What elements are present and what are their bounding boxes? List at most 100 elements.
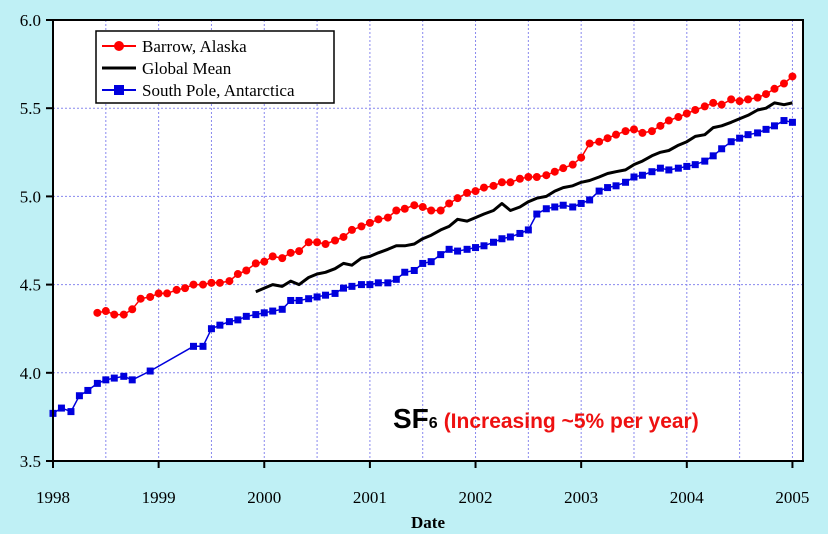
data-point [225, 277, 234, 286]
data-point [709, 152, 717, 160]
data-point [374, 279, 382, 287]
plot-frame [52, 19, 804, 462]
data-point [136, 294, 145, 303]
x-axis-label: Date [411, 513, 445, 532]
data-point [524, 226, 532, 234]
data-point [595, 187, 603, 195]
data-point [101, 307, 110, 316]
data-point [181, 284, 190, 293]
data-point [762, 90, 771, 99]
legend-label: South Pole, Antarctica [142, 81, 295, 100]
legend-label: Barrow, Alaska [142, 37, 247, 56]
data-point [163, 289, 172, 298]
data-point [331, 236, 340, 245]
data-point [736, 134, 744, 142]
data-point [189, 342, 197, 350]
data-point [479, 183, 488, 192]
data-point [515, 174, 524, 183]
data-point [727, 95, 736, 104]
data-point [146, 292, 155, 301]
data-point [339, 284, 347, 292]
data-point [57, 404, 65, 412]
data-point [559, 164, 568, 173]
data-point [321, 240, 330, 249]
y-tick-label: 4.0 [20, 364, 41, 383]
data-point [392, 275, 400, 283]
data-point [648, 168, 656, 176]
data-point [269, 307, 277, 315]
data-point [102, 376, 110, 384]
data-point [480, 242, 488, 250]
data-point [418, 202, 427, 211]
data-point [410, 201, 419, 210]
data-point [242, 312, 250, 320]
data-point [251, 259, 260, 268]
axes: 1998 1999 2000 2001 2002 2003 2004 2005 3.5 4.0 4.… [20, 11, 810, 507]
data-point [788, 72, 797, 81]
data-point [664, 116, 673, 125]
data-point [516, 229, 524, 237]
data-point [612, 130, 621, 139]
x-tick-label: 2000 [247, 488, 281, 507]
data-point [268, 252, 277, 261]
data-point [260, 309, 268, 317]
data-point [621, 127, 630, 136]
data-point [577, 199, 585, 207]
series-layer [49, 72, 797, 417]
data-point [717, 100, 726, 109]
data-point [154, 289, 163, 298]
series-global-mean [255, 101, 793, 294]
y-tick-label: 4.5 [20, 276, 41, 295]
y-tick-label: 3.5 [20, 452, 41, 471]
data-point [489, 238, 497, 246]
data-point [119, 310, 128, 319]
data-point [348, 282, 356, 290]
data-point [146, 367, 154, 375]
data-point [374, 215, 383, 224]
data-point [215, 278, 224, 287]
data-point [533, 210, 541, 218]
data-point [674, 164, 682, 172]
data-point [622, 178, 630, 186]
data-point [532, 172, 541, 181]
legend-entry: Barrow, Alaska [102, 37, 247, 56]
data-point [701, 157, 709, 165]
data-point [665, 166, 673, 174]
data-point [287, 296, 295, 304]
data-point [128, 305, 137, 314]
data-point [383, 213, 392, 222]
data-point [779, 79, 788, 88]
data-point [322, 291, 330, 299]
x-tick-label: 2005 [775, 488, 809, 507]
data-point [506, 178, 515, 187]
data-point [392, 206, 401, 215]
data-point [199, 342, 207, 350]
data-point [93, 308, 102, 317]
data-point [172, 285, 181, 294]
data-point [542, 205, 550, 213]
data-point [674, 113, 683, 122]
data-point [445, 199, 454, 208]
data-point [559, 201, 567, 209]
data-point [463, 245, 471, 253]
data-point [110, 310, 119, 319]
series-line [255, 101, 793, 294]
annotation-main: SF [393, 403, 429, 434]
data-point [656, 121, 665, 130]
annotation-note: (Increasing ~5% per year) [444, 410, 699, 433]
y-tick-label: 6.0 [20, 11, 41, 30]
data-point [313, 293, 321, 301]
data-point [727, 138, 735, 146]
data-point [67, 408, 75, 416]
legend-marker [114, 85, 124, 95]
data-point [366, 281, 374, 289]
series-barrow-alaska [93, 72, 797, 319]
data-point [295, 296, 303, 304]
data-point [357, 281, 365, 289]
data-point [585, 139, 594, 148]
data-point [216, 321, 224, 329]
data-point [436, 206, 445, 215]
data-point [207, 278, 216, 287]
data-point [427, 258, 435, 266]
